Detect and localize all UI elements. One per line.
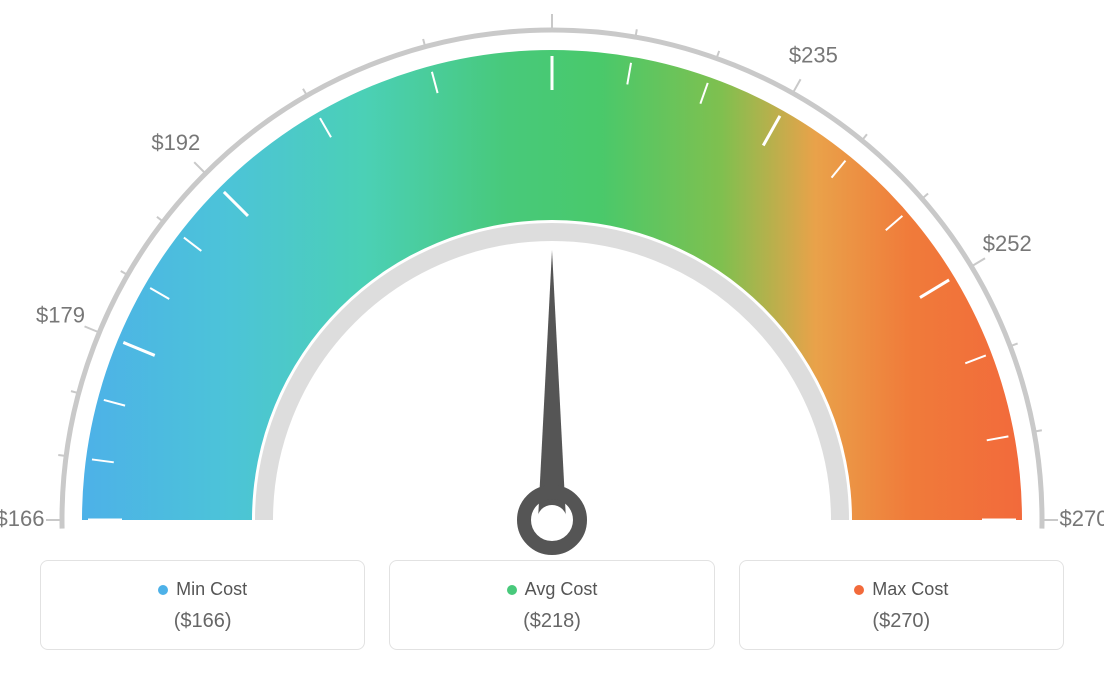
card-avg-label: Avg Cost	[525, 579, 598, 600]
card-min-value: ($166)	[51, 610, 354, 633]
summary-cards: Min Cost ($166) Avg Cost ($218) Max Cost…	[0, 560, 1104, 650]
svg-text:$166: $166	[0, 506, 44, 531]
svg-text:$252: $252	[983, 231, 1032, 256]
svg-text:$179: $179	[36, 302, 85, 327]
gauge-svg: $166$179$192$218$235$252$270	[0, 0, 1104, 560]
card-max-title: Max Cost	[854, 579, 948, 600]
card-avg-cost: Avg Cost ($218)	[389, 560, 714, 650]
svg-text:$270: $270	[1060, 506, 1104, 531]
card-min-label: Min Cost	[176, 579, 247, 600]
svg-text:$192: $192	[151, 130, 200, 155]
card-max-cost: Max Cost ($270)	[739, 560, 1064, 650]
card-min-cost: Min Cost ($166)	[40, 560, 365, 650]
card-max-label: Max Cost	[872, 579, 948, 600]
card-max-value: ($270)	[750, 610, 1053, 633]
dot-icon	[507, 585, 517, 595]
card-min-title: Min Cost	[158, 579, 247, 600]
svg-text:$235: $235	[789, 43, 838, 68]
dot-icon	[158, 585, 168, 595]
card-avg-title: Avg Cost	[507, 579, 598, 600]
card-avg-value: ($218)	[400, 610, 703, 633]
dot-icon	[854, 585, 864, 595]
gauge-chart: $166$179$192$218$235$252$270	[0, 0, 1104, 560]
